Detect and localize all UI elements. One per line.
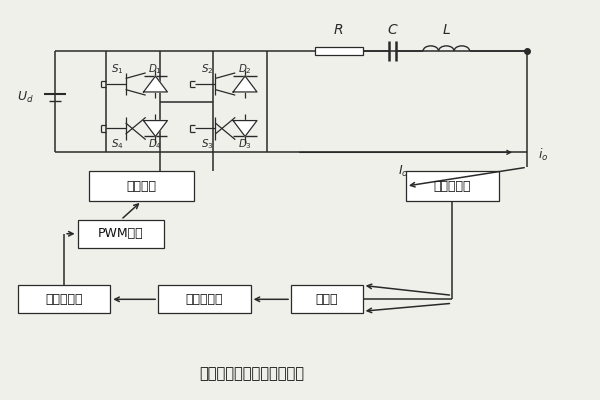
Text: C: C xyxy=(388,23,397,37)
Bar xyxy=(315,47,363,55)
Polygon shape xyxy=(143,76,167,92)
Text: R: R xyxy=(334,23,344,37)
Text: 隔离驱动: 隔离驱动 xyxy=(127,180,157,192)
Text: $i_o$: $i_o$ xyxy=(538,147,548,163)
Text: $D_3$: $D_3$ xyxy=(238,138,252,151)
Text: $I_o$: $I_o$ xyxy=(398,164,409,179)
Bar xyxy=(18,286,110,313)
Text: $D_1$: $D_1$ xyxy=(148,62,163,76)
Bar xyxy=(158,286,251,313)
Bar xyxy=(77,220,164,248)
Text: 串联谐振逆变器工作原理图: 串联谐振逆变器工作原理图 xyxy=(200,366,305,381)
Polygon shape xyxy=(143,120,167,136)
Text: 鉴相器: 鉴相器 xyxy=(316,293,338,306)
Text: 压控振荡器: 压控振荡器 xyxy=(46,293,83,306)
Text: $D_4$: $D_4$ xyxy=(148,138,163,151)
Text: $S_1$: $S_1$ xyxy=(111,62,124,76)
Text: 过零比较器: 过零比较器 xyxy=(434,180,471,192)
Bar xyxy=(406,171,499,201)
Polygon shape xyxy=(233,120,257,136)
Text: $S_2$: $S_2$ xyxy=(200,62,213,76)
Text: $S_4$: $S_4$ xyxy=(111,138,124,151)
Text: L: L xyxy=(442,23,450,37)
Bar xyxy=(89,171,194,201)
Polygon shape xyxy=(233,76,257,92)
Text: $S_3$: $S_3$ xyxy=(200,138,213,151)
Text: 低通滤波器: 低通滤波器 xyxy=(185,293,223,306)
Text: PWM控制: PWM控制 xyxy=(98,227,143,240)
Text: $D_2$: $D_2$ xyxy=(238,62,252,76)
Bar xyxy=(291,286,363,313)
Text: $U_d$: $U_d$ xyxy=(17,90,34,106)
